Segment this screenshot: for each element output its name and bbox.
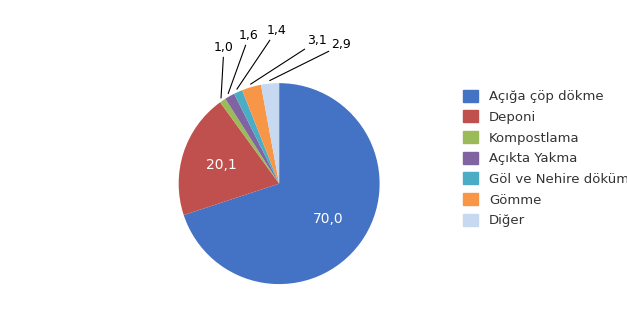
Wedge shape — [184, 83, 379, 284]
Wedge shape — [225, 94, 279, 184]
Wedge shape — [220, 99, 279, 184]
Text: 1,0: 1,0 — [214, 42, 234, 98]
Legend: Açığa çöp dökme, Deponi, Kompostlama, Açıkta Yakma, Göl ve Nehire döküm, Gömme, : Açığa çöp dökme, Deponi, Kompostlama, Aç… — [463, 90, 627, 227]
Text: 2,9: 2,9 — [270, 38, 351, 81]
Wedge shape — [179, 102, 279, 215]
Text: 1,4: 1,4 — [237, 24, 286, 89]
Wedge shape — [261, 83, 279, 184]
Text: 3,1: 3,1 — [251, 35, 327, 84]
Wedge shape — [234, 90, 279, 184]
Text: 70,0: 70,0 — [313, 212, 344, 226]
Text: 20,1: 20,1 — [206, 158, 237, 172]
Wedge shape — [242, 85, 279, 184]
Text: 1,6: 1,6 — [228, 29, 259, 94]
